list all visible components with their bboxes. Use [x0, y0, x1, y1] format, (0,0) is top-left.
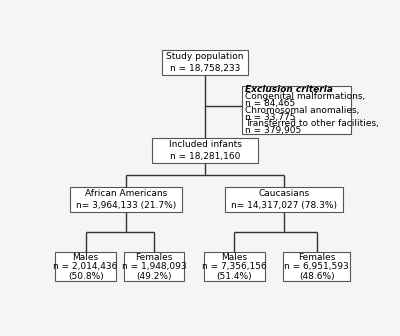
- Text: (51.4%): (51.4%): [217, 272, 252, 281]
- FancyBboxPatch shape: [283, 252, 350, 281]
- Text: n = 84,465: n = 84,465: [245, 99, 296, 108]
- Text: (49.2%): (49.2%): [136, 272, 172, 281]
- Text: Included infants: Included infants: [168, 140, 242, 149]
- FancyBboxPatch shape: [242, 86, 351, 134]
- FancyBboxPatch shape: [56, 252, 116, 281]
- Text: Congenital malformations,: Congenital malformations,: [245, 92, 366, 101]
- FancyBboxPatch shape: [162, 50, 248, 75]
- Text: Females: Females: [135, 253, 172, 262]
- Text: Exclusion criteria: Exclusion criteria: [245, 85, 333, 94]
- Text: Males: Males: [221, 253, 248, 262]
- Text: Males: Males: [72, 253, 99, 262]
- Text: Transferred to other facilities,: Transferred to other facilities,: [245, 119, 379, 128]
- Text: (48.6%): (48.6%): [299, 272, 334, 281]
- Text: n = 6,951,593: n = 6,951,593: [284, 262, 349, 271]
- Text: n= 14,317,027 (78.3%): n= 14,317,027 (78.3%): [231, 201, 337, 210]
- Text: n = 2,014,436: n = 2,014,436: [54, 262, 118, 271]
- Text: Chromosomal anomalies,: Chromosomal anomalies,: [245, 106, 360, 115]
- Text: n = 33,775: n = 33,775: [245, 113, 296, 122]
- Text: Females: Females: [298, 253, 335, 262]
- FancyBboxPatch shape: [70, 187, 182, 212]
- FancyBboxPatch shape: [204, 252, 265, 281]
- FancyBboxPatch shape: [225, 187, 343, 212]
- Text: Caucasians: Caucasians: [258, 189, 310, 198]
- Text: Study population: Study population: [166, 52, 244, 61]
- Text: n= 3,964,133 (21.7%): n= 3,964,133 (21.7%): [76, 201, 176, 210]
- Text: n = 18,281,160: n = 18,281,160: [170, 152, 240, 161]
- Text: n = 7,356,156: n = 7,356,156: [202, 262, 267, 271]
- FancyBboxPatch shape: [152, 138, 258, 163]
- Text: African Americans: African Americans: [85, 189, 167, 198]
- Text: n = 18,758,233: n = 18,758,233: [170, 64, 240, 73]
- FancyBboxPatch shape: [124, 252, 184, 281]
- Text: n = 1,948,093: n = 1,948,093: [122, 262, 186, 271]
- Text: n = 379,905: n = 379,905: [245, 126, 302, 135]
- Text: (50.8%): (50.8%): [68, 272, 104, 281]
